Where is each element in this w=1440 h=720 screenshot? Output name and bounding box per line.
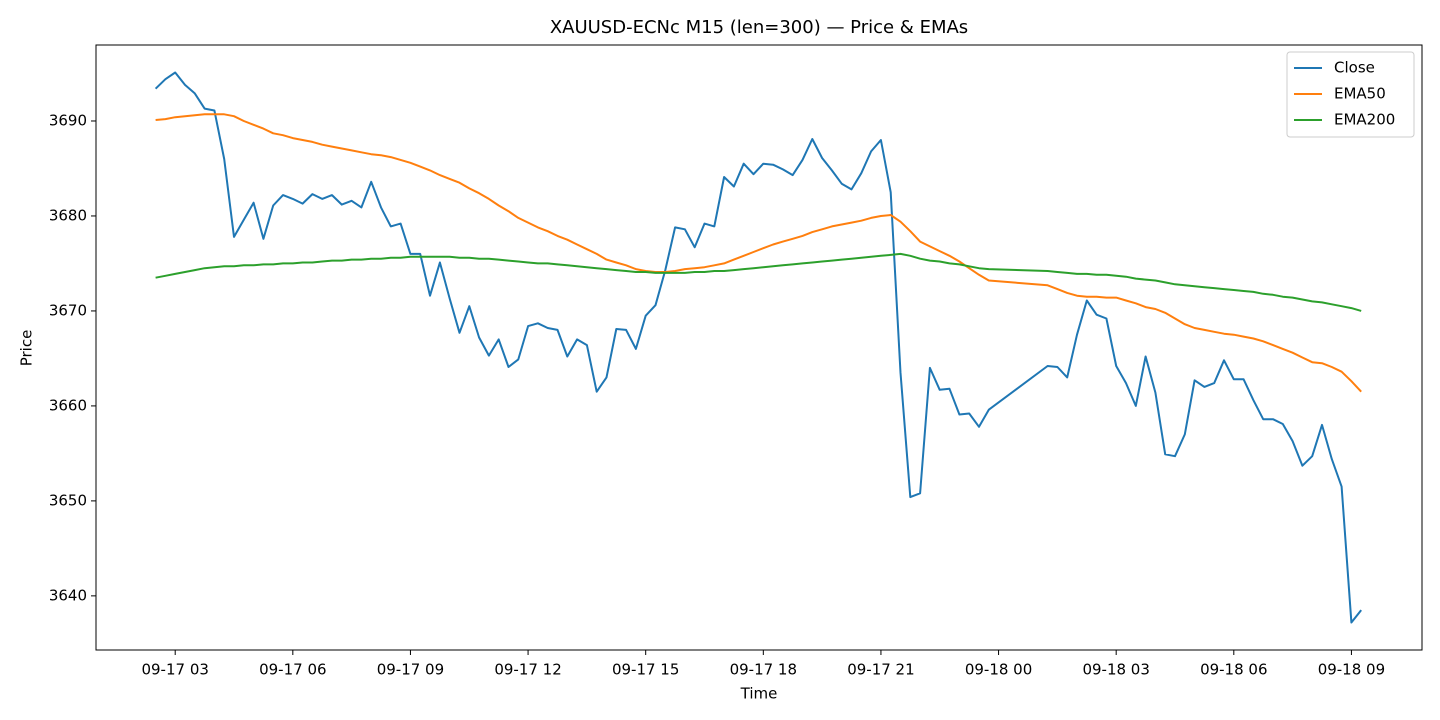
y-tick-label: 3670 bbox=[49, 301, 87, 319]
chart-title: XAUUSD-ECNc M15 (len=300) — Price & EMAs bbox=[550, 17, 968, 38]
y-tick-label: 3650 bbox=[49, 491, 87, 509]
y-tick-label: 3680 bbox=[49, 206, 87, 224]
legend-label: Close bbox=[1334, 59, 1375, 77]
x-tick-label: 09-18 09 bbox=[1318, 661, 1385, 679]
y-tick-label: 3690 bbox=[49, 111, 87, 129]
legend-label: EMA50 bbox=[1334, 85, 1386, 103]
y-tick-label: 3640 bbox=[49, 586, 87, 604]
series-line bbox=[155, 252, 1362, 312]
x-tick-label: 09-17 21 bbox=[847, 661, 914, 679]
series-line bbox=[155, 113, 1362, 393]
x-tick-label: 09-18 03 bbox=[1082, 661, 1149, 679]
x-tick-label: 09-17 18 bbox=[730, 661, 797, 679]
x-tick-label: 09-17 15 bbox=[612, 661, 679, 679]
y-axis-label: Price bbox=[18, 330, 36, 367]
plot-frame bbox=[95, 44, 1423, 651]
x-tick-label: 09-17 12 bbox=[494, 661, 561, 679]
y-tick-label: 3660 bbox=[49, 396, 87, 414]
x-tick-label: 09-17 09 bbox=[377, 661, 444, 679]
x-tick-label: 09-18 06 bbox=[1200, 661, 1267, 679]
legend-label: EMA200 bbox=[1334, 111, 1395, 129]
x-tick-label: 09-17 03 bbox=[141, 661, 208, 679]
x-axis-label: Time bbox=[740, 685, 778, 703]
legend-box bbox=[1286, 51, 1415, 138]
x-tick-label: 09-17 06 bbox=[259, 661, 326, 679]
series-line bbox=[154, 71, 1362, 624]
x-tick-label: 09-18 00 bbox=[965, 661, 1032, 679]
